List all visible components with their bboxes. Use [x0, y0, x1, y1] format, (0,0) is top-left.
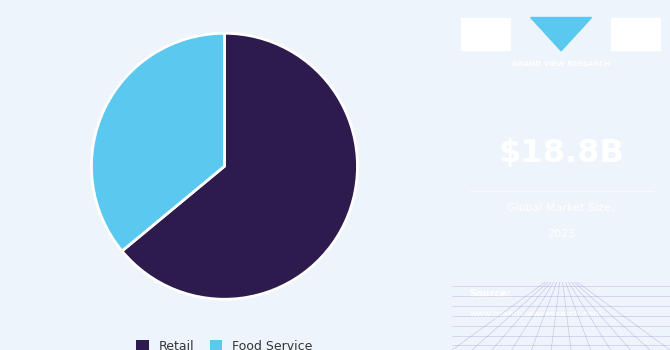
FancyBboxPatch shape: [611, 18, 661, 51]
Polygon shape: [531, 18, 592, 51]
Legend: Retail, Food Service: Retail, Food Service: [130, 334, 319, 350]
Text: Global Market Size,: Global Market Size,: [507, 203, 615, 213]
Wedge shape: [91, 33, 224, 251]
FancyBboxPatch shape: [461, 18, 511, 51]
Text: $18.8B: $18.8B: [498, 139, 624, 169]
Text: GRAND VIEW RESEARCH: GRAND VIEW RESEARCH: [512, 61, 610, 67]
Text: Source:: Source:: [470, 289, 512, 299]
Wedge shape: [122, 33, 358, 299]
Text: 2023: 2023: [547, 229, 576, 239]
Text: www.grandviewresearch.com: www.grandviewresearch.com: [470, 310, 602, 319]
